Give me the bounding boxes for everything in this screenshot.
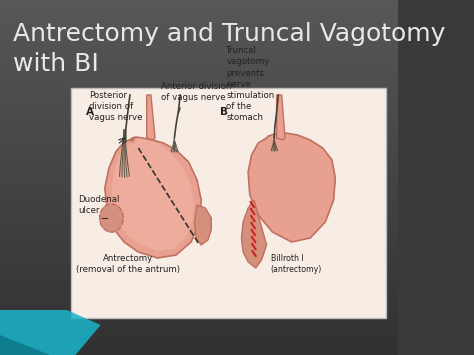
Polygon shape xyxy=(241,200,266,268)
Text: Antrectomy and Truncal Vagotomy: Antrectomy and Truncal Vagotomy xyxy=(13,22,445,46)
Polygon shape xyxy=(194,205,211,245)
Text: Billroth I
(antrectomy): Billroth I (antrectomy) xyxy=(271,254,322,274)
Text: Anterior division
of vagus nerve: Anterior division of vagus nerve xyxy=(161,82,231,102)
Text: Antrectomy
(removal of the antrum): Antrectomy (removal of the antrum) xyxy=(76,254,180,274)
Polygon shape xyxy=(0,310,100,355)
Polygon shape xyxy=(0,335,50,355)
Polygon shape xyxy=(248,133,335,242)
Text: Truncal
vagotomy
prevents
nerve
stimulation
of the
stomach: Truncal vagotomy prevents nerve stimulat… xyxy=(227,47,274,122)
Circle shape xyxy=(100,204,123,232)
Polygon shape xyxy=(105,137,201,258)
Text: Posterior
division of
vagus nerve: Posterior division of vagus nerve xyxy=(89,91,142,122)
FancyBboxPatch shape xyxy=(71,88,386,318)
Text: with BI: with BI xyxy=(13,52,99,76)
Text: Duodenal
ulcer: Duodenal ulcer xyxy=(78,195,119,215)
Polygon shape xyxy=(146,95,155,140)
Text: B: B xyxy=(220,107,228,117)
Polygon shape xyxy=(277,95,285,140)
Text: A: A xyxy=(86,107,94,117)
Polygon shape xyxy=(111,138,194,251)
